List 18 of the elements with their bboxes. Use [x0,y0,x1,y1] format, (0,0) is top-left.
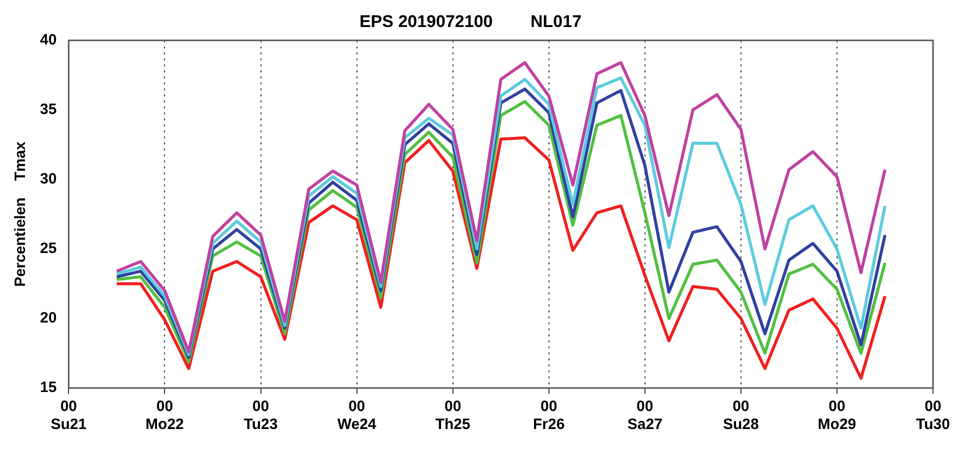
x-tick-label: 00 Mo29 [818,398,856,434]
y-tick-label: 40 [40,32,57,49]
y-tick-label: 15 [40,379,57,396]
x-tick-label: 00 Tu23 [244,398,278,434]
x-tick-label: 00 Mo22 [146,398,184,434]
y-tick-label: 35 [40,101,57,118]
y-axis-title: Percentielen Tmax [12,141,30,287]
y-tick-label: 20 [40,310,57,327]
y-tick-label: 25 [40,240,57,258]
x-tick-label: 00 We24 [337,398,377,434]
x-tick-label: 00 Th25 [435,398,470,434]
x-tick-label: 00 Tu30 [916,398,950,434]
chart-title: EPS 2019072100 NL017 [359,12,582,31]
x-tick-label: 00 Sa27 [627,398,662,434]
y-tick-label: 30 [40,170,57,188]
x-tick-label: 00 Su28 [723,398,759,434]
x-tick-label: 00 Fr26 [533,398,565,434]
x-tick-label: 00 Su21 [50,398,87,434]
